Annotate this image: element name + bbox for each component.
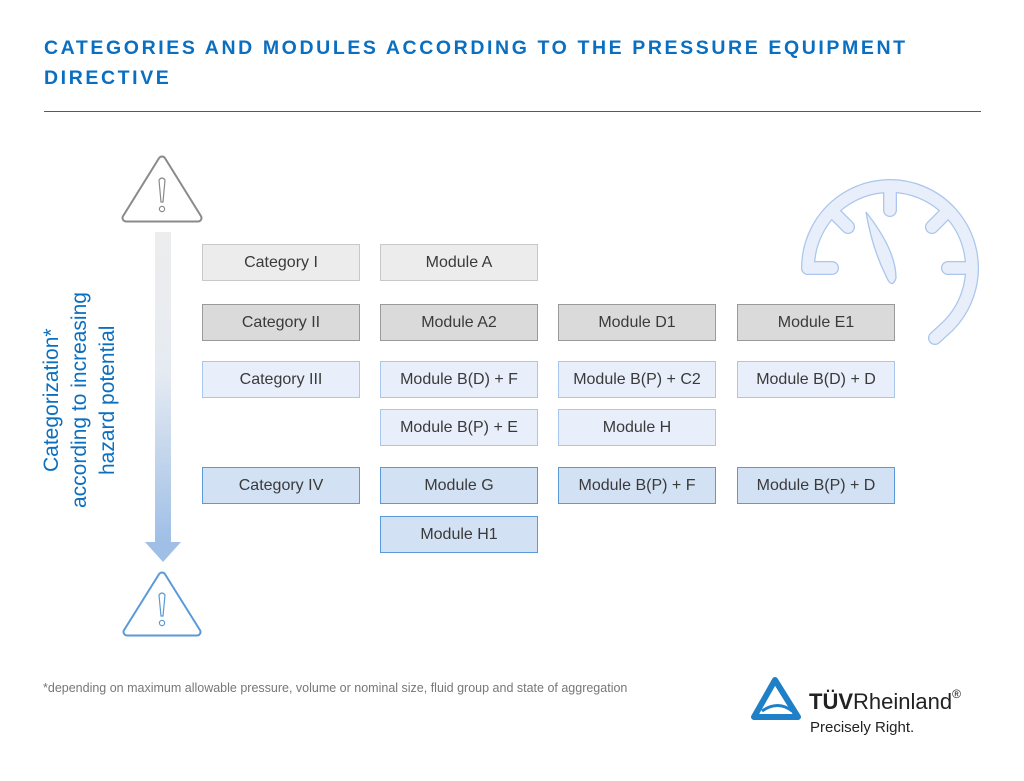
pressure-gauge-icon xyxy=(801,179,979,345)
module-box: Module B(D) + D xyxy=(737,361,895,398)
module-box: Module B(D) + F xyxy=(380,361,538,398)
logo-registered: ® xyxy=(952,687,961,701)
module-box: Module B(P) + D xyxy=(737,467,895,504)
module-box: Module B(P) + E xyxy=(380,409,538,446)
module-box: Module H1 xyxy=(380,516,538,553)
footnote: *depending on maximum allowable pressure… xyxy=(43,681,628,695)
axis-label-line2: according to increasing xyxy=(68,292,91,508)
category-1-box: Category I xyxy=(202,244,360,281)
module-box: Module B(P) + C2 xyxy=(558,361,716,398)
logo-brand-bold: TÜV xyxy=(809,689,853,714)
module-box: Module D1 xyxy=(558,304,716,341)
logo-brand-regular: Rheinland xyxy=(853,689,953,714)
logo-wordmark: TÜVRheinland® xyxy=(809,687,961,715)
category-4-box: Category IV xyxy=(202,467,360,504)
module-box: Module E1 xyxy=(737,304,895,341)
module-box: Module G xyxy=(380,467,538,504)
hazard-arrow-icon xyxy=(145,232,181,562)
module-box: Module A2 xyxy=(380,304,538,341)
logo-slogan: Precisely Right. xyxy=(810,719,915,736)
warning-triangle-icon xyxy=(121,155,203,223)
title-divider xyxy=(44,111,981,112)
page-title: CATEGORIES AND MODULES ACCORDING TO THE … xyxy=(44,37,908,89)
axis-label-line3: hazard potential xyxy=(96,325,119,475)
categorization-axis-label: Categorization* according to increasing … xyxy=(38,250,122,550)
tuv-logo-icon xyxy=(751,677,801,720)
category-3-box: Category III xyxy=(202,361,360,398)
axis-label-line1: Categorization* xyxy=(40,328,63,472)
module-box: Module H xyxy=(558,409,716,446)
category-2-box: Category II xyxy=(202,304,360,341)
warning-triangle-icon xyxy=(122,571,202,637)
module-box: Module A xyxy=(380,244,538,281)
module-box: Module B(P) + F xyxy=(558,467,716,504)
